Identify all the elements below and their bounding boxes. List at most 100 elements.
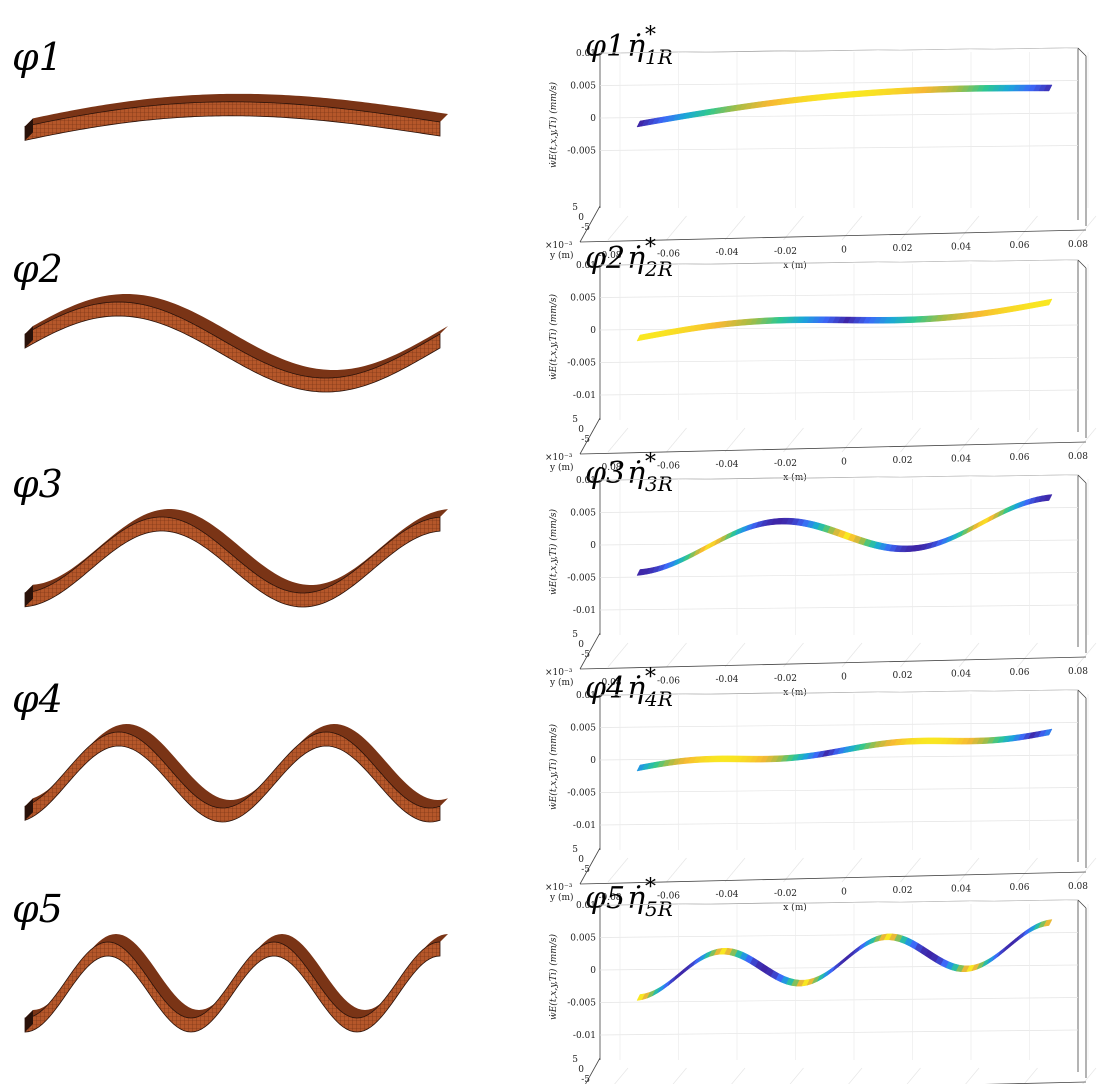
x-tick-label: 0.06 <box>1009 668 1029 678</box>
title-main: φ1 <box>585 29 625 64</box>
x-tick-label: -0.04 <box>715 890 738 900</box>
beam-front-face <box>24 941 441 1033</box>
y-tick-label: 0 <box>578 855 584 865</box>
z-tick-label: 0.01 <box>576 49 596 59</box>
floor-left-edge <box>579 417 601 455</box>
title-subscript: 2R <box>644 257 673 281</box>
z-tick-label: 0.01 <box>576 901 596 911</box>
z-tick-label: 0.01 <box>576 476 596 486</box>
surface-ribbon <box>636 919 1053 1001</box>
floor-grid-line <box>900 642 921 668</box>
y-multiplier-label: ×10⁻³ <box>545 883 573 893</box>
x-tick-label: 0 <box>841 457 847 467</box>
z-tick-label: 0.01 <box>576 691 596 701</box>
z-tick-label: 0.005 <box>570 724 596 734</box>
title-main: φ3 <box>585 456 625 491</box>
surface-segment <box>1007 938 1017 949</box>
floor-grid-line <box>961 1067 980 1088</box>
y-tick-label: -5 <box>581 1075 590 1084</box>
floor-front-edge <box>579 441 1087 455</box>
title-eta: η̇ <box>627 241 645 276</box>
z-tick-label: 0.01 <box>576 261 596 271</box>
floor-grid-line <box>669 1067 687 1088</box>
z-grid-line <box>599 507 1079 513</box>
x-tick-label: -0.06 <box>657 892 680 902</box>
z-tick-label: -0.01 <box>573 821 596 831</box>
z-tick-label: -0.01 <box>573 606 596 616</box>
z-grid-line <box>599 474 1079 481</box>
z-tick-label: 0 <box>590 541 596 551</box>
z-grid-line <box>599 997 1079 1003</box>
x-tick-label: 0 <box>841 887 847 897</box>
beam-mode-shape <box>24 509 448 608</box>
floor-grid-line <box>724 857 746 883</box>
z-grid-line <box>599 964 1079 971</box>
box-top-right-depth <box>1077 689 1087 699</box>
beam-top-face <box>25 93 448 127</box>
beam-front-face <box>24 101 441 141</box>
z-grid-line <box>599 819 1079 826</box>
x-axis-label: x (m) <box>783 687 807 698</box>
z-grid-line <box>599 292 1079 298</box>
z-tick-label: -0.005 <box>567 147 596 157</box>
y-axis-label: y (m) <box>549 892 574 903</box>
surface-segment <box>683 962 692 974</box>
floor-grid-line <box>958 427 980 453</box>
z-grid-line <box>599 1029 1079 1036</box>
x-tick-label: -0.06 <box>657 250 680 260</box>
plot-title: φ4 η̇ *4R <box>585 665 673 711</box>
z-tick-label: -0.005 <box>567 359 596 369</box>
z-grid-line <box>599 722 1079 728</box>
title-superscript: * <box>645 23 656 48</box>
title-subscript: 3R <box>645 472 673 496</box>
surface-segment <box>1002 942 1012 954</box>
y-tick-label: -5 <box>581 435 590 445</box>
floor-grid-line <box>786 1067 804 1088</box>
beam-top-face <box>25 294 448 378</box>
floor-grid-line <box>1078 1067 1097 1088</box>
x-tick-label: -0.06 <box>657 462 680 472</box>
title-superscript: * <box>645 235 656 260</box>
z-tick-label: 0.005 <box>570 294 596 304</box>
z-tick-label: 0 <box>590 326 596 336</box>
surface-ribbon <box>636 84 1053 128</box>
y-tick-label: 0 <box>578 213 584 223</box>
z-tick-label: 0.005 <box>570 82 596 92</box>
x-tick-label: 0.08 <box>1068 452 1088 462</box>
plot-axes: 0.01 0.005 0 -0.005 -0.08 -0.06 -0.04 -0.02 0 0.0… <box>545 47 1097 271</box>
y-multiplier-label: ×10⁻³ <box>545 241 573 251</box>
z-axis-label: ẇE(t,x,y,Ti) (mm/s) <box>548 934 559 1020</box>
beam-mode-shape <box>24 93 448 141</box>
surface-segment <box>997 946 1006 958</box>
box-top-right-depth <box>1077 899 1087 909</box>
surface-segment <box>832 961 842 972</box>
floor-grid-line <box>841 215 863 241</box>
y-tick-label: -5 <box>581 650 590 660</box>
floor-grid-line <box>903 1067 921 1088</box>
y-tick-label: -5 <box>581 865 590 875</box>
floor-grid-line <box>724 215 746 241</box>
surface-segment <box>672 971 682 982</box>
floor-grid-line <box>1017 857 1038 883</box>
surface-segment <box>837 956 847 968</box>
title-subscript: 5R <box>645 897 673 921</box>
surface-ribbon <box>636 494 1053 576</box>
z-grid-line <box>599 539 1079 546</box>
z-tick-label: -0.005 <box>567 574 596 584</box>
plot-title: φ5 η̇ *5R <box>585 875 673 921</box>
floor-grid-line <box>958 642 980 668</box>
beam-top-face <box>25 509 448 593</box>
x-tick-label: -0.02 <box>774 459 797 469</box>
floor-grid-line <box>724 427 746 453</box>
surface-segment <box>1012 934 1022 945</box>
floor-left-edge <box>579 632 601 670</box>
floor-grid-line <box>607 215 629 241</box>
floor-grid-line <box>783 427 804 453</box>
floor-grid-line <box>666 427 687 453</box>
surface-segment <box>1043 919 1053 927</box>
z-tick-label: -0.01 <box>573 391 596 401</box>
